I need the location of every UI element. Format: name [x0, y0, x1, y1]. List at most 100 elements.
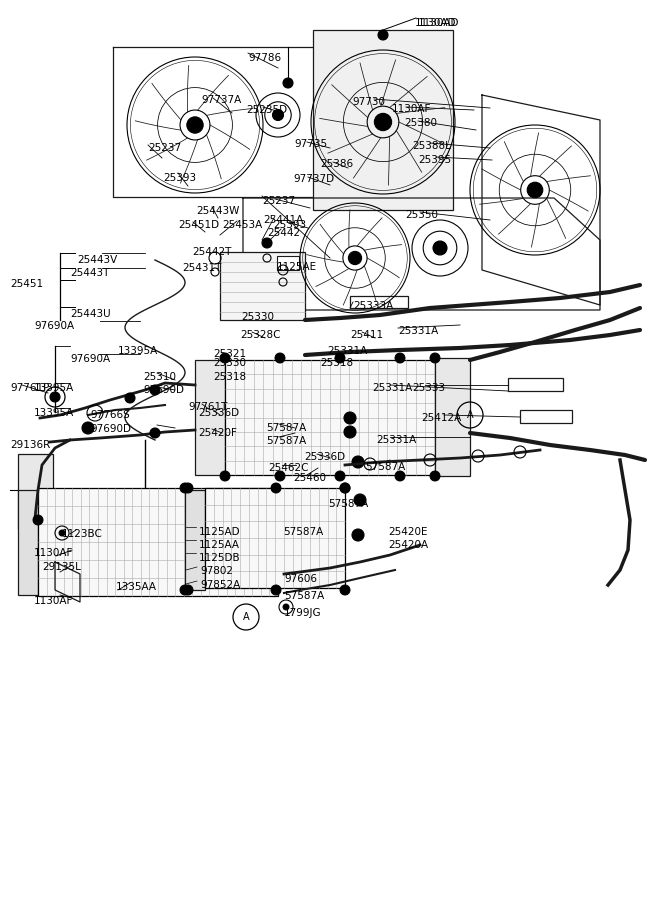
Text: 1130AF: 1130AF [392, 104, 432, 114]
Circle shape [347, 415, 353, 421]
Text: 1130AF: 1130AF [34, 548, 73, 558]
Circle shape [271, 483, 281, 493]
Text: 97852A: 97852A [200, 580, 241, 590]
Circle shape [275, 353, 285, 363]
Text: 97735: 97735 [294, 139, 327, 149]
Text: 97766S: 97766S [90, 410, 130, 420]
Circle shape [59, 530, 65, 536]
Text: 29135L: 29135L [42, 562, 81, 572]
Text: 1799JG: 1799JG [284, 608, 322, 618]
Text: 1123BC: 1123BC [62, 529, 103, 539]
Text: 25388L: 25388L [412, 141, 451, 151]
Circle shape [150, 428, 160, 438]
Circle shape [340, 483, 350, 493]
Text: 97737A: 97737A [201, 95, 241, 105]
Text: 25420A: 25420A [388, 540, 428, 550]
Text: 25420E: 25420E [388, 527, 428, 537]
Text: 25442T: 25442T [192, 247, 231, 257]
Circle shape [527, 182, 543, 198]
Text: 97730: 97730 [352, 97, 385, 107]
Circle shape [335, 471, 345, 481]
Text: 25350: 25350 [405, 210, 438, 220]
Text: 13395A: 13395A [34, 383, 74, 393]
Text: 1130AD: 1130AD [418, 18, 459, 28]
Text: 25330: 25330 [241, 312, 274, 322]
Circle shape [433, 241, 447, 255]
Bar [435, 358, 470, 476]
Circle shape [187, 117, 203, 133]
Text: 25336D: 25336D [198, 408, 239, 418]
Text: 1125AD: 1125AD [199, 527, 241, 537]
Circle shape [430, 471, 440, 481]
Circle shape [354, 494, 366, 506]
Circle shape [180, 585, 190, 595]
Text: 25310: 25310 [143, 372, 176, 382]
Circle shape [275, 471, 285, 481]
Text: 25237: 25237 [262, 196, 295, 206]
Text: 1130AD: 1130AD [415, 18, 457, 28]
Bar [520, 410, 572, 423]
Circle shape [220, 353, 230, 363]
Text: 13395A: 13395A [118, 346, 158, 356]
Text: 25411: 25411 [350, 330, 383, 340]
Text: 57587A: 57587A [284, 591, 324, 601]
Circle shape [340, 585, 350, 595]
Circle shape [352, 529, 364, 541]
Text: 25441A: 25441A [263, 215, 303, 225]
Text: 25462C: 25462C [268, 463, 308, 473]
Bar [225, 360, 435, 475]
Text: 25331A: 25331A [398, 326, 438, 336]
Text: 1130AF: 1130AF [34, 596, 73, 606]
Text: 1335AA: 1335AA [116, 582, 157, 592]
Text: 25431T: 25431T [182, 263, 221, 273]
Text: 25318: 25318 [213, 372, 246, 382]
Text: 1125AE: 1125AE [277, 262, 317, 272]
Text: 25451D: 25451D [178, 220, 219, 230]
Text: 25386: 25386 [320, 159, 353, 169]
Text: 29136R: 29136R [10, 440, 50, 450]
Circle shape [82, 422, 94, 434]
Text: 57587A: 57587A [266, 423, 306, 433]
Text: 13395A: 13395A [34, 408, 74, 418]
Bar [185, 490, 205, 590]
Text: 57587A: 57587A [266, 436, 306, 446]
Text: 97761T: 97761T [188, 402, 227, 412]
Text: 25333: 25333 [412, 383, 445, 393]
Circle shape [344, 426, 356, 438]
Circle shape [347, 429, 353, 435]
Text: 25336D: 25336D [304, 452, 345, 462]
Text: 57587A: 57587A [283, 527, 324, 537]
Circle shape [352, 456, 364, 468]
Text: 97606: 97606 [284, 574, 317, 584]
Text: A: A [467, 410, 473, 420]
Circle shape [180, 483, 190, 493]
Text: 25235D: 25235D [246, 105, 287, 115]
Circle shape [335, 353, 345, 363]
Circle shape [271, 585, 281, 595]
Text: 25443W: 25443W [196, 206, 239, 216]
Text: 25328C: 25328C [240, 330, 281, 340]
Circle shape [374, 113, 391, 130]
Text: 25331A: 25331A [376, 435, 416, 445]
Circle shape [395, 353, 405, 363]
Bar [313, 30, 453, 210]
Circle shape [183, 483, 193, 493]
Bar [205, 488, 345, 588]
Bar [508, 378, 563, 391]
Text: 97690A: 97690A [70, 354, 110, 364]
Circle shape [378, 30, 388, 40]
Circle shape [355, 459, 361, 465]
Text: 57587A: 57587A [328, 499, 368, 509]
Text: A: A [243, 612, 249, 622]
Circle shape [344, 412, 356, 424]
Circle shape [150, 385, 160, 395]
Text: 57587A: 57587A [365, 462, 405, 472]
Circle shape [220, 471, 230, 481]
Circle shape [283, 604, 289, 610]
Circle shape [357, 497, 363, 503]
Text: 1125DB: 1125DB [199, 553, 241, 563]
Circle shape [125, 393, 135, 403]
Circle shape [262, 238, 272, 248]
Bar [350, 296, 408, 308]
Text: 97802: 97802 [200, 566, 233, 576]
